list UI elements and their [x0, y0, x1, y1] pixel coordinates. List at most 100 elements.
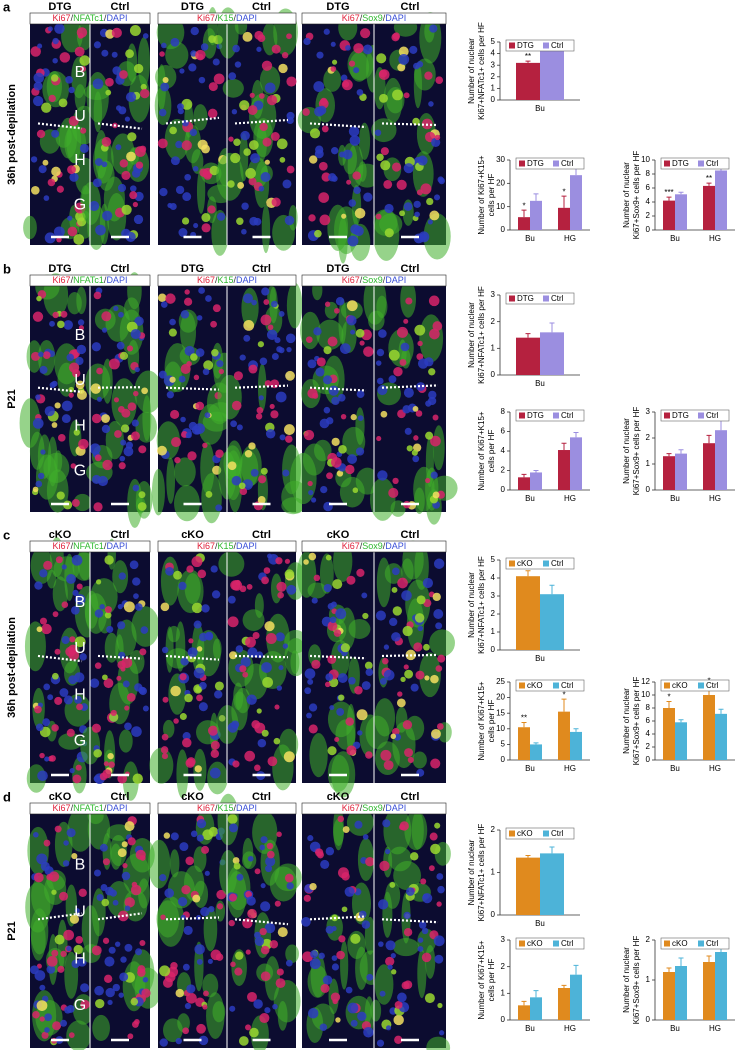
boundary: [234, 118, 289, 125]
cell: [38, 351, 44, 358]
cell: [42, 351, 51, 359]
cell: [93, 291, 102, 300]
y-tick-label: 0: [501, 485, 506, 494]
cell: [185, 432, 192, 439]
cell: [44, 1013, 52, 1022]
cell: [227, 814, 238, 825]
cell: [417, 945, 424, 952]
cell: [195, 401, 205, 411]
cell: [170, 832, 179, 841]
region-label: G: [74, 463, 86, 480]
bar: [540, 332, 564, 375]
boundary: [381, 653, 439, 658]
cell: [119, 351, 129, 360]
cell: [132, 201, 139, 208]
bar: [518, 727, 530, 760]
cell: [39, 569, 48, 578]
cell: [73, 429, 80, 436]
cell: [356, 390, 365, 399]
error-bar: [573, 964, 579, 975]
cell: [307, 480, 313, 487]
tissue: [127, 478, 143, 528]
cell: [265, 856, 276, 867]
cell: [202, 368, 210, 376]
cell: [396, 179, 407, 190]
cell: [245, 949, 251, 955]
cell: [95, 579, 102, 585]
stain-part: DAPI: [385, 541, 406, 551]
tissue: [217, 374, 242, 420]
cell: [353, 67, 360, 74]
cell: [140, 83, 147, 91]
cell: [325, 554, 332, 561]
cell: [61, 564, 67, 570]
cell: [335, 1017, 341, 1023]
cell: [276, 346, 283, 353]
cell: [308, 724, 318, 734]
y-tick-label: 3: [491, 591, 496, 600]
legend-label: DTG: [672, 159, 689, 168]
cell: [231, 109, 238, 115]
cell: [49, 320, 55, 327]
cell: [323, 406, 331, 414]
cell: [193, 620, 202, 629]
cell: [132, 484, 140, 492]
region-label: B: [75, 327, 86, 344]
cell: [196, 646, 203, 652]
cell: [358, 910, 367, 919]
cell: [101, 327, 108, 333]
cell: [228, 919, 235, 927]
legend-swatch: [553, 160, 559, 167]
boundary: [97, 386, 143, 389]
cell: [330, 992, 341, 1002]
region-label: U: [74, 640, 86, 657]
stain-part: Ki67: [53, 275, 71, 285]
cell: [249, 92, 255, 98]
cell: [350, 329, 356, 335]
cell: [249, 1027, 259, 1038]
y-tick-label: 3: [646, 407, 651, 416]
tissue: [412, 751, 427, 769]
cell: [187, 647, 198, 658]
tissue: [348, 619, 371, 639]
cell: [101, 49, 109, 57]
cells: [301, 806, 383, 1044]
cell: [324, 681, 331, 688]
cell: [425, 400, 432, 407]
cell: [32, 418, 44, 429]
cell: [214, 681, 224, 691]
cell: [255, 413, 263, 420]
cell: [365, 751, 373, 759]
cell: [435, 76, 444, 85]
cell: [411, 449, 418, 456]
legend-label: cKO: [672, 939, 688, 948]
cell: [235, 579, 241, 586]
cell: [259, 844, 266, 851]
cell: [165, 293, 176, 304]
tissue: [67, 807, 94, 852]
legend-swatch: [509, 295, 515, 302]
cell: [186, 565, 194, 573]
cell: [347, 235, 359, 247]
bar: [715, 713, 727, 760]
tissue: [296, 551, 317, 598]
cell: [130, 431, 140, 441]
tissue: [66, 1020, 91, 1050]
boundary: [234, 654, 289, 659]
cell: [194, 944, 205, 955]
cells: [25, 807, 94, 1050]
cell: [387, 964, 393, 970]
stain-part: /: [71, 275, 74, 285]
cell: [359, 340, 365, 346]
cell: [271, 44, 281, 54]
y-tick-label: 6: [646, 716, 651, 725]
tissue: [110, 843, 122, 870]
cell: [256, 708, 262, 714]
y-axis-label: Ki67+Sox9+ cells per HF: [632, 151, 641, 240]
legend-label: DTG: [517, 294, 534, 303]
cell: [260, 971, 271, 982]
condition-label: 36h post-depilation: [6, 84, 18, 185]
cell: [340, 343, 351, 354]
cell: [191, 602, 203, 614]
cell: [52, 1021, 62, 1031]
